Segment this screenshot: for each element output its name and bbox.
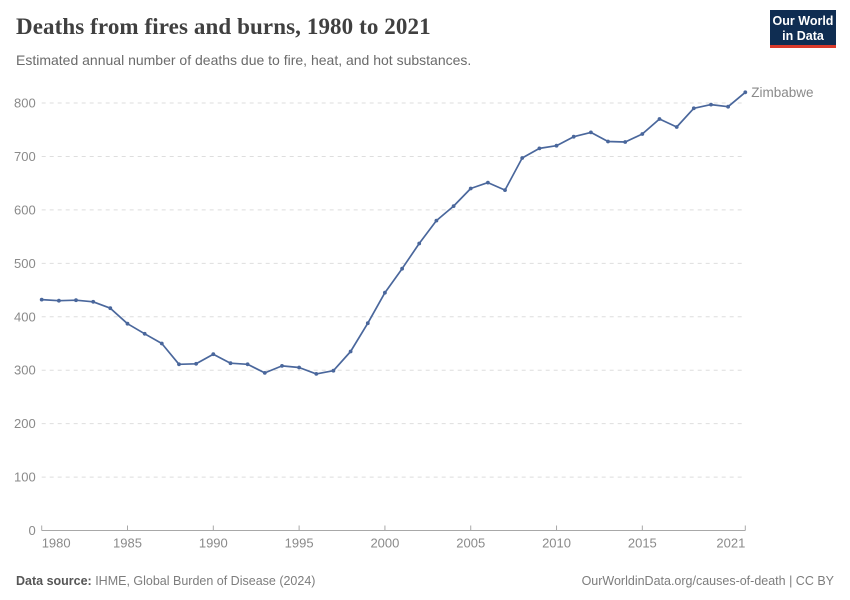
data-point[interactable] [486, 180, 490, 185]
data-point[interactable] [709, 102, 713, 107]
owid-logo-line2: in Data [782, 29, 824, 43]
y-tick-label: 500 [14, 256, 36, 271]
data-point[interactable] [142, 331, 147, 336]
data-point[interactable] [159, 341, 164, 346]
y-tick-label: 800 [14, 96, 36, 111]
x-tick-label: 2005 [456, 536, 485, 551]
y-tick-label: 300 [14, 363, 36, 378]
data-point[interactable] [657, 117, 662, 121]
data-point[interactable] [108, 306, 113, 311]
chart-subtitle: Estimated annual number of deaths due to… [16, 52, 472, 68]
data-point[interactable] [177, 362, 181, 367]
data-point[interactable] [280, 364, 284, 368]
owid-logo[interactable]: Our World in Data [770, 10, 836, 48]
y-tick-label: 600 [14, 202, 36, 217]
data-point[interactable] [348, 349, 353, 354]
data-point[interactable] [503, 188, 507, 192]
data-source-label: Data source: [16, 574, 92, 588]
y-tick-label: 100 [14, 470, 36, 485]
data-point[interactable] [365, 321, 370, 326]
y-tick-label: 200 [14, 416, 36, 431]
data-point[interactable] [674, 125, 679, 129]
data-point[interactable] [297, 365, 301, 370]
series-line-zimbabwe[interactable] [40, 91, 747, 375]
data-source-text: IHME, Global Burden of Disease (2024) [91, 574, 316, 588]
y-tick-label: 400 [14, 309, 36, 324]
data-point[interactable] [39, 297, 44, 302]
y-tick-label: 0 [28, 523, 35, 538]
data-point[interactable] [228, 361, 233, 366]
data-point[interactable] [417, 241, 422, 246]
data-point[interactable] [383, 290, 387, 295]
x-tick-label: 1995 [285, 536, 314, 551]
chart-footer: Data source: IHME, Global Burden of Dise… [0, 574, 850, 588]
data-point[interactable] [451, 204, 456, 208]
data-point[interactable] [520, 156, 525, 160]
data-point[interactable] [434, 218, 439, 223]
data-point[interactable] [571, 134, 576, 139]
data-point[interactable] [691, 106, 696, 111]
data-point[interactable] [589, 130, 593, 135]
x-tick-label: 2015 [628, 536, 657, 551]
x-tick-label: 1980 [42, 536, 71, 551]
data-point[interactable] [57, 298, 61, 303]
data-point[interactable] [211, 352, 216, 357]
x-tick-label: 1990 [199, 536, 228, 551]
data-point[interactable] [245, 362, 250, 367]
owid-logo-line1: Our World [772, 14, 834, 28]
data-point[interactable] [743, 90, 748, 95]
owid-url-link[interactable]: OurWorldinData.org/causes-of-death | CC … [581, 574, 834, 588]
data-point[interactable] [606, 139, 610, 144]
entity-label-zimbabwe[interactable]: Zimbabwe [751, 85, 813, 100]
data-point[interactable] [537, 146, 542, 151]
data-point[interactable] [468, 186, 473, 191]
data-point[interactable] [262, 371, 267, 375]
y-tick-label: 700 [14, 149, 36, 164]
data-point[interactable] [91, 299, 96, 304]
line-chart[interactable]: 0 100 200 300 400 500 600 700 800 1980 1985 1990 199… [0, 78, 850, 558]
data-point[interactable] [194, 361, 199, 366]
data-point[interactable] [554, 143, 559, 148]
data-point[interactable] [623, 140, 628, 144]
data-point[interactable] [74, 298, 78, 303]
data-point[interactable] [331, 368, 336, 373]
data-source-note: Data source: IHME, Global Burden of Dise… [16, 574, 315, 588]
data-point[interactable] [400, 266, 404, 271]
data-point[interactable] [314, 372, 319, 376]
x-tick-label: 1985 [113, 536, 142, 551]
x-tick-label: 2010 [542, 536, 571, 551]
data-point[interactable] [726, 104, 730, 109]
x-tick-label: 2021 [716, 536, 745, 551]
x-tick-label: 2000 [370, 536, 399, 551]
chart-title: Deaths from fires and burns, 1980 to 202… [16, 14, 431, 39]
data-point[interactable] [640, 132, 645, 136]
data-point[interactable] [125, 321, 130, 326]
